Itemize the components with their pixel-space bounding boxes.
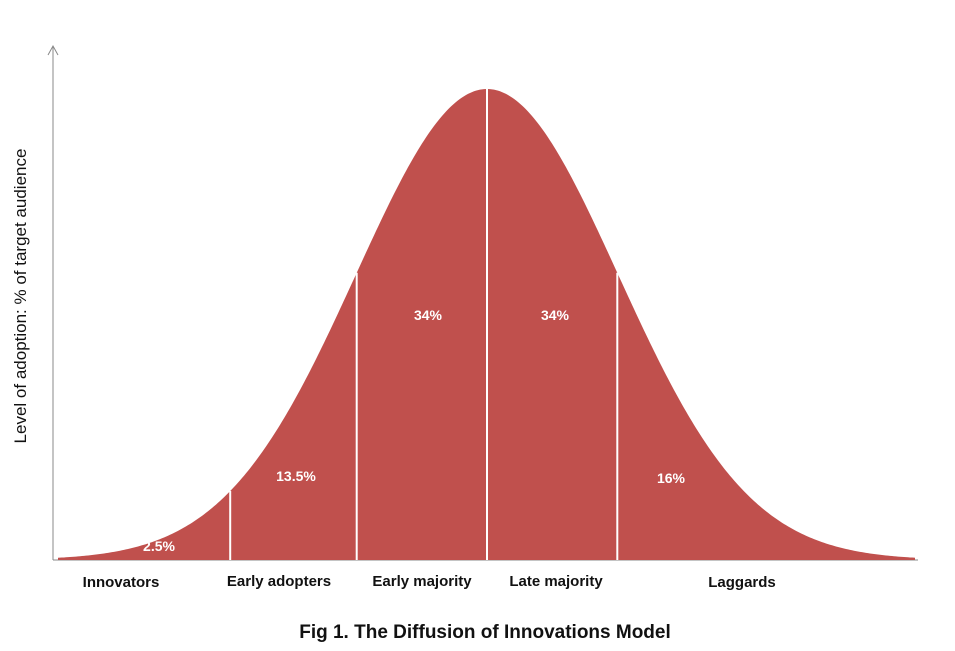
segment-value-label-early-adopters: 13.5%: [276, 468, 316, 484]
segment-value-label-early-majority: 34%: [414, 307, 443, 323]
category-label-early-majority: Early majority: [372, 573, 472, 590]
y-axis-arrow: [47, 44, 59, 56]
category-label-late-majority: Late majority: [509, 573, 603, 590]
category-label-innovators: Innovators: [83, 574, 160, 591]
category-label-early-adopters: Early adopters: [227, 573, 331, 590]
segment-value-label-laggards: 16%: [657, 470, 686, 486]
chart-title: Fig 1. The Diffusion of Innovations Mode…: [299, 622, 671, 643]
category-label-laggards: Laggards: [708, 574, 776, 591]
y-axis-label: Level of adoption: % of target audience: [11, 149, 30, 444]
segment-value-label-late-majority: 34%: [541, 307, 570, 323]
segment-dividers: [229, 89, 619, 560]
segment-value-label-innovators: 2.5%: [143, 538, 175, 554]
